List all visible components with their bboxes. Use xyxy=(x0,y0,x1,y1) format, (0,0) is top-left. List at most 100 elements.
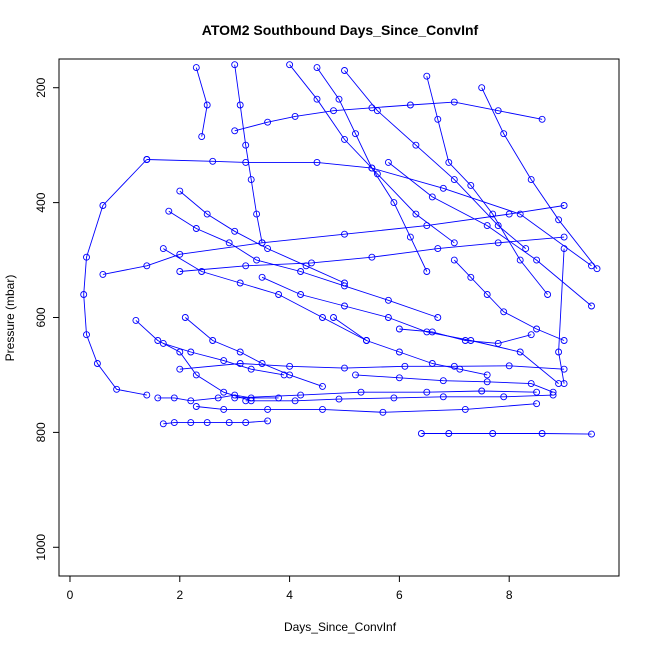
series-line xyxy=(234,101,543,132)
data-point xyxy=(143,391,151,399)
data-point xyxy=(181,314,189,321)
y-tick-label: 600 xyxy=(34,307,48,327)
data-point xyxy=(544,291,552,298)
data-point xyxy=(373,170,381,178)
data-point xyxy=(192,225,200,232)
data-point xyxy=(379,408,387,416)
data-point xyxy=(533,400,541,408)
data-point xyxy=(390,394,398,402)
data-point xyxy=(170,419,178,427)
series-22 xyxy=(176,233,568,275)
series-8 xyxy=(176,360,568,373)
data-point xyxy=(159,339,167,347)
data-point xyxy=(286,61,294,69)
data-point xyxy=(319,382,326,390)
data-point xyxy=(423,388,431,396)
data-point xyxy=(176,250,184,258)
data-point xyxy=(373,107,381,115)
data-point xyxy=(560,365,568,373)
series-9 xyxy=(417,430,595,438)
data-point xyxy=(313,95,321,103)
data-point xyxy=(434,245,442,253)
data-point xyxy=(99,202,107,209)
series-line xyxy=(245,394,554,402)
data-point xyxy=(198,268,206,275)
data-point xyxy=(505,210,513,218)
data-point xyxy=(286,371,294,379)
series-5 xyxy=(231,387,541,402)
data-point xyxy=(533,256,541,264)
data-point xyxy=(423,268,431,275)
data-point xyxy=(450,362,458,370)
series-3 xyxy=(143,156,595,270)
data-point xyxy=(297,268,305,275)
x-tick-label: 8 xyxy=(506,588,513,602)
data-point xyxy=(494,339,502,347)
y-tick-label: 800 xyxy=(34,422,48,442)
data-point xyxy=(483,291,491,298)
data-point xyxy=(445,430,453,437)
series-line xyxy=(316,67,428,272)
data-point xyxy=(159,420,167,428)
series-18 xyxy=(341,67,530,253)
data-point xyxy=(297,391,305,399)
y-axis-label: Pressure (mbar) xyxy=(3,275,17,362)
data-point xyxy=(253,256,261,264)
data-point xyxy=(483,222,491,230)
data-point xyxy=(478,387,486,395)
series-line xyxy=(289,64,455,244)
data-point xyxy=(330,314,337,321)
data-point xyxy=(154,337,162,344)
data-point xyxy=(560,233,568,241)
data-point xyxy=(527,176,535,184)
data-point xyxy=(428,360,436,367)
data-point xyxy=(335,95,343,103)
series-line xyxy=(481,87,598,269)
series-line xyxy=(355,374,554,393)
data-point xyxy=(236,101,244,109)
x-tick-label: 4 xyxy=(286,588,293,602)
series-line xyxy=(163,342,285,376)
series-13 xyxy=(231,98,546,135)
series-6 xyxy=(192,400,541,416)
data-point xyxy=(192,403,200,410)
series-line xyxy=(83,159,148,396)
data-point xyxy=(549,388,557,396)
series-line xyxy=(179,236,565,272)
data-point xyxy=(406,233,414,241)
data-point xyxy=(236,279,244,287)
data-point xyxy=(225,419,233,427)
data-point xyxy=(231,61,239,69)
data-point xyxy=(423,72,431,80)
data-point xyxy=(450,256,458,264)
data-point xyxy=(291,112,299,120)
series-23 xyxy=(330,314,491,379)
series-layer xyxy=(80,61,601,438)
data-point xyxy=(170,394,178,402)
series-line xyxy=(426,76,548,295)
data-point xyxy=(494,107,502,115)
data-point xyxy=(220,405,228,413)
data-point xyxy=(505,362,513,370)
data-point xyxy=(478,84,486,92)
data-point xyxy=(291,397,299,405)
data-point xyxy=(236,348,244,356)
data-point xyxy=(264,118,272,126)
series-line xyxy=(333,317,488,376)
data-point xyxy=(588,302,595,310)
data-point xyxy=(302,262,310,270)
series-line xyxy=(179,363,565,370)
data-point xyxy=(341,67,348,74)
data-point xyxy=(461,405,469,413)
data-point xyxy=(264,405,272,413)
data-point xyxy=(434,314,442,321)
series-16 xyxy=(258,273,563,388)
data-point xyxy=(527,380,535,388)
data-point xyxy=(247,365,255,373)
data-point xyxy=(258,360,266,367)
data-point xyxy=(516,256,524,264)
data-point xyxy=(395,325,403,333)
series-14 xyxy=(384,158,595,310)
x-axis: 0 2 4 6 8 xyxy=(67,575,513,602)
data-point xyxy=(319,405,326,413)
